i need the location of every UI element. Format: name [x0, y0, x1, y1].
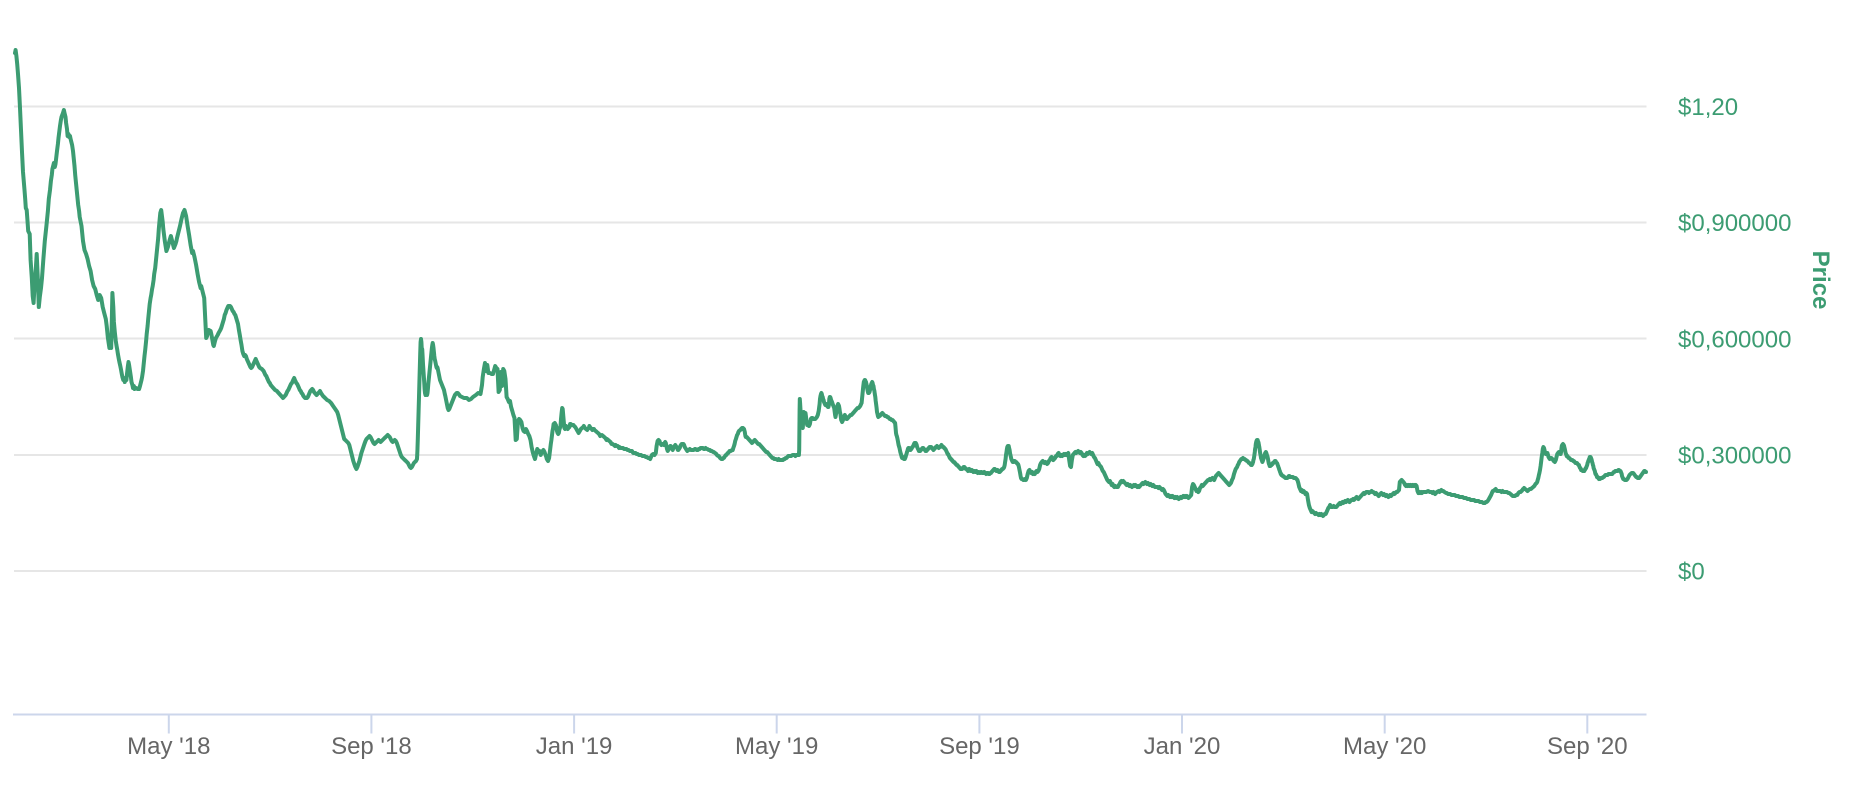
svg-text:$0,900000: $0,900000	[1678, 210, 1791, 237]
svg-text:Sep '18: Sep '18	[331, 733, 412, 760]
svg-text:May '18: May '18	[127, 733, 210, 760]
svg-text:Sep '19: Sep '19	[939, 733, 1020, 760]
svg-text:$0,600000: $0,600000	[1678, 326, 1791, 353]
svg-text:$0: $0	[1678, 559, 1705, 586]
svg-text:$1,20: $1,20	[1678, 94, 1738, 121]
svg-text:May '20: May '20	[1343, 733, 1426, 760]
svg-text:Jan '19: Jan '19	[536, 733, 613, 760]
svg-text:Jan '20: Jan '20	[1144, 733, 1221, 760]
svg-text:Price: Price	[1807, 251, 1834, 310]
svg-text:May '19: May '19	[735, 733, 818, 760]
svg-text:Sep '20: Sep '20	[1547, 733, 1628, 760]
svg-text:$0,300000: $0,300000	[1678, 443, 1791, 470]
